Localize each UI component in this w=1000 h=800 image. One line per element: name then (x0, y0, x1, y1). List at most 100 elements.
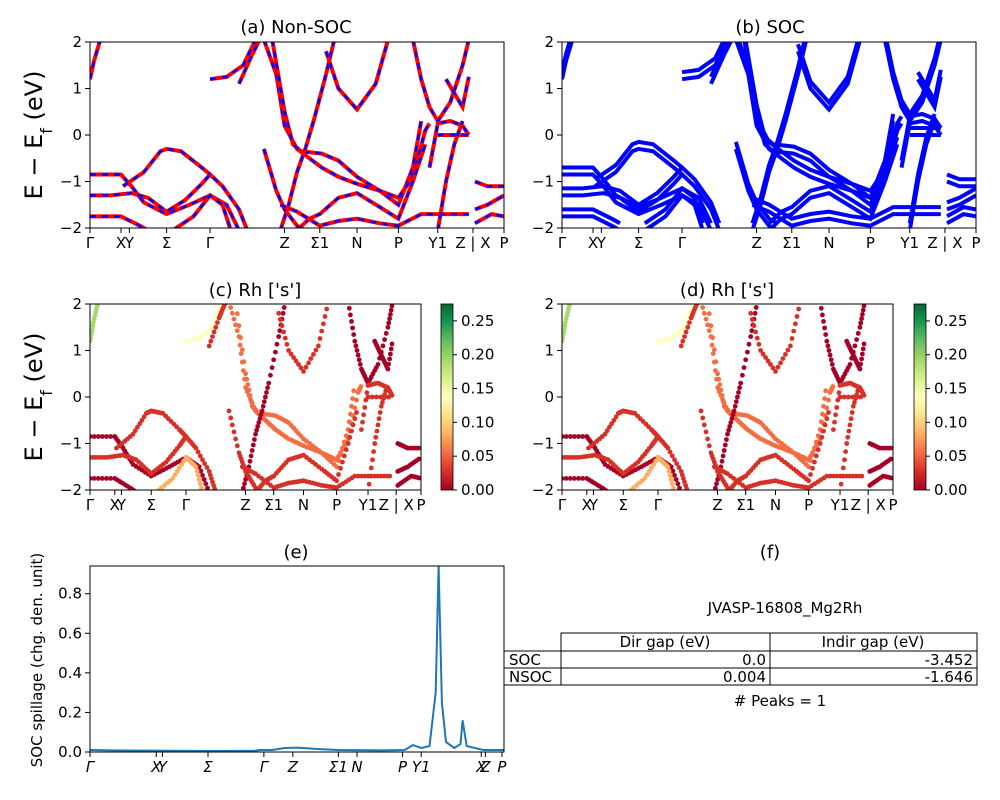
panel-a-band-nsoc (121, 146, 212, 188)
panel-d-ytick-label: −1 (532, 435, 554, 453)
panel-c-point (350, 325, 355, 331)
panel-e-xtick-label: P (398, 758, 408, 776)
panel-d-point (818, 305, 824, 311)
panel-d-ytick-label: 1 (544, 342, 554, 360)
panel-c-point (350, 396, 355, 401)
panel-d-point (822, 325, 827, 331)
panel-d-xtick-label: X (582, 496, 592, 514)
panel-d-point (685, 324, 691, 330)
panel-d-point (824, 473, 830, 479)
panel-a-band-soc (324, 42, 389, 112)
panel-c-point (196, 477, 202, 482)
panel-d-point (729, 416, 735, 422)
panel-c-point (195, 472, 201, 478)
panel-b-xtick-label: Γ (678, 234, 687, 252)
panel-a-xtick-label: Σ1 (310, 234, 329, 252)
panel-d-point (752, 310, 758, 316)
panel-d-point (827, 352, 833, 358)
panel-b-band (768, 143, 900, 228)
panel-d-point (668, 464, 674, 470)
panel-c-point (236, 323, 242, 329)
panel-d-point (791, 328, 797, 334)
panel-d-ytick-label: 0 (544, 388, 554, 406)
panel-d-point (654, 433, 660, 438)
panel-c-xtick-label: Z (240, 496, 250, 514)
panel-d-point (567, 434, 573, 439)
panel-c-xtick-label: Σ1 (264, 496, 283, 514)
panel-c-ytick-label: −2 (60, 481, 82, 499)
panel-c-point (349, 319, 354, 324)
panel-c-point (228, 305, 234, 310)
gap-table: JVASP-16808_Mg2Rh Dir gap (eV) Indir gap … (503, 599, 978, 710)
panel-b-band (946, 193, 976, 212)
panel-d-point (741, 365, 747, 370)
panel-c-point (308, 356, 314, 361)
panel-c-point (385, 366, 391, 372)
panel-c-point (243, 477, 249, 482)
panel-d-point (857, 324, 863, 330)
colorbar-d-tick-label: 0.10 (934, 413, 967, 431)
panel-e-xtick-label: N (351, 758, 362, 776)
panel-c-point (194, 468, 200, 474)
panel-b-ytick-label: −2 (532, 219, 554, 237)
panel-d-point (667, 449, 673, 455)
panel-b-band-split (562, 207, 621, 226)
panel-c-point (355, 352, 361, 358)
panel-c-point (316, 343, 321, 349)
panel-c-xtick-label: Σ (146, 496, 155, 514)
panel-d-point (855, 331, 861, 336)
panel-c-point (264, 390, 269, 395)
panel-c-point (377, 410, 383, 415)
panel-d-point (794, 314, 800, 319)
panel-d-point (644, 472, 650, 478)
panel-d-point (826, 410, 831, 415)
panel-b-band-split (593, 139, 684, 181)
panel-c-xtick-label: P (416, 496, 425, 514)
panel-c-point (130, 431, 136, 437)
panel-b-band-split (946, 186, 976, 205)
panel-d-point (719, 458, 725, 464)
panel-f-title: (f) (760, 542, 780, 563)
panel-c-xtick-label: Γ (182, 496, 191, 514)
panel-d-point (703, 429, 709, 435)
panel-c-point (296, 362, 301, 367)
panel-b-xtick-label: N (823, 234, 834, 252)
panel-d-point (722, 442, 728, 448)
panel-d-point (684, 486, 690, 490)
panel-c-point (372, 441, 378, 446)
panel-c-point (311, 352, 316, 357)
panel-e-xtick-label: X (150, 758, 162, 776)
panel-d-point (768, 362, 773, 367)
panel-c-point (281, 305, 287, 310)
panel-c-point (387, 356, 392, 362)
panel-d-point (701, 310, 707, 316)
table-header-cell: Dir gap (eV) (620, 633, 711, 651)
panel-d-point (669, 453, 675, 459)
panel-c-point (341, 443, 347, 449)
table-cell: -1.646 (925, 668, 973, 686)
panel-e-ytick-label: 0.2 (58, 703, 82, 721)
panel-a-band-soc (209, 42, 256, 81)
panel-a-band-soc (412, 42, 470, 124)
panel-c-point (354, 410, 359, 415)
panel-c-point (210, 324, 215, 330)
panel-d-point (860, 312, 865, 317)
panel-c-point (334, 457, 339, 463)
panel-d-point (753, 329, 758, 335)
panel-d-point (861, 304, 867, 309)
panel-c-point (288, 351, 294, 357)
panel-c-point (229, 422, 235, 428)
panel-d-point (846, 428, 852, 434)
panel-d-point (856, 384, 862, 390)
panel-c-point (291, 355, 296, 360)
panel-c-xtick-label: Y1 (358, 496, 378, 514)
panel-d-point (709, 342, 715, 348)
panel-b-band-split (750, 42, 807, 224)
panel-d-point (834, 473, 840, 479)
panel-b-band (562, 214, 620, 228)
panel-e-xtick-label: P (497, 758, 507, 776)
panel-c-point (234, 311, 240, 317)
panel-c-point (373, 394, 379, 400)
